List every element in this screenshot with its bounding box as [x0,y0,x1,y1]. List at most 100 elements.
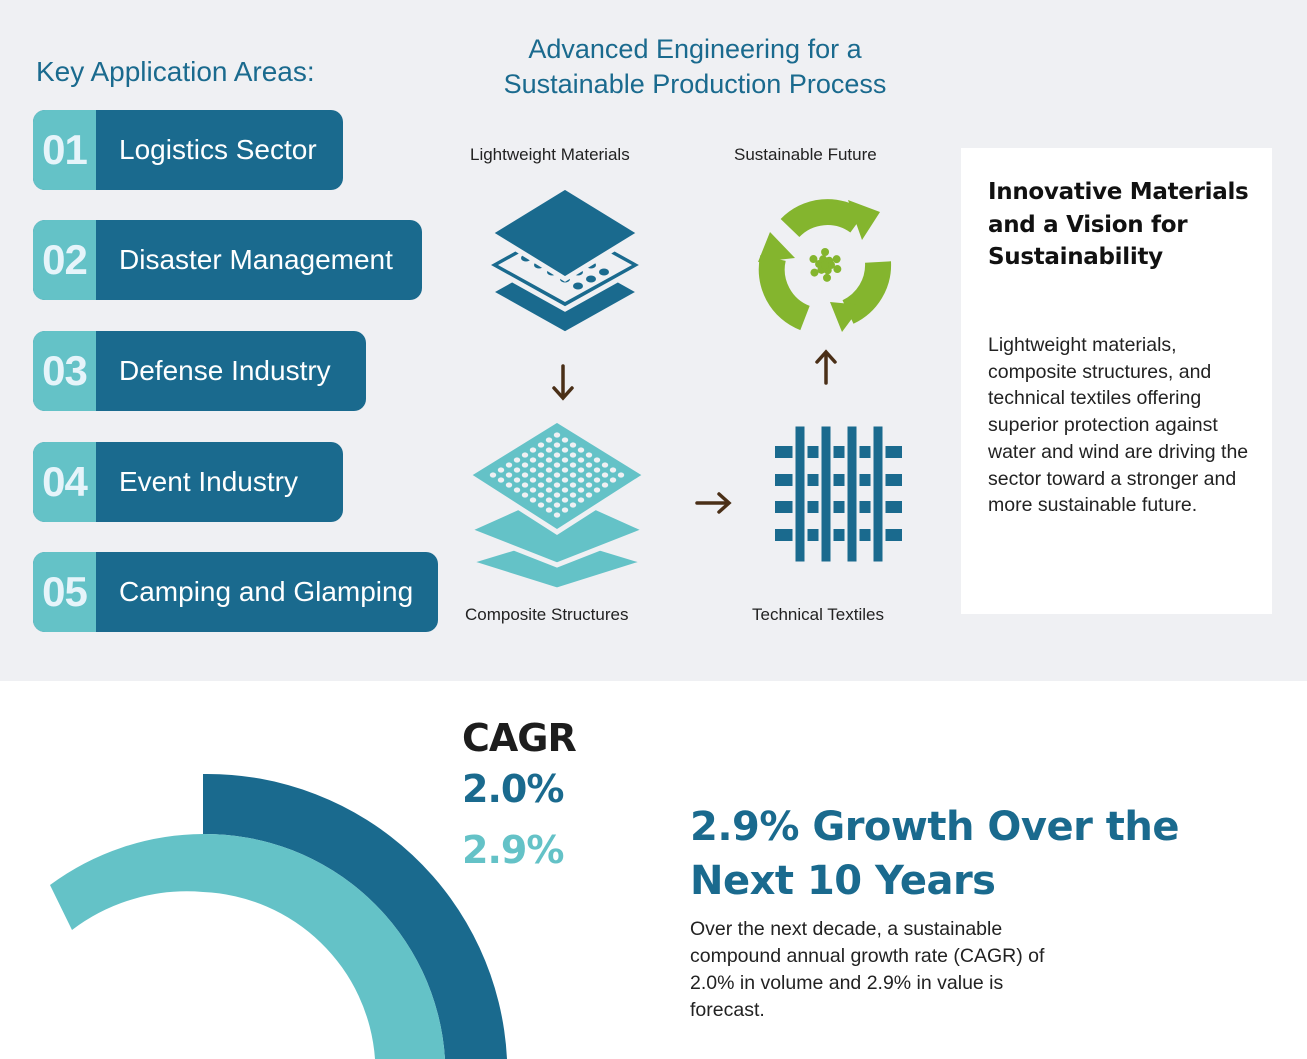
composite-dot [513,467,521,473]
composite-dot [529,467,537,473]
area-item-event: 04 Event Industry [33,442,343,522]
composite-dot [545,477,553,483]
arrow-up-icon [815,349,837,385]
composite-dot [521,492,529,498]
area-label: Event Industry [119,466,298,497]
caption-composite: Composite Structures [465,605,629,624]
composite-dot [553,442,561,448]
warp-thread [818,423,834,565]
composite-dot [513,477,521,483]
composite-dot [521,462,529,468]
caption-lightweight: Lightweight Materials [470,145,630,164]
recycle-dot [810,268,819,277]
area-number: 03 [33,331,96,411]
recycle-dot [809,255,818,264]
composite-dot [593,467,601,473]
composite-dot [569,462,577,468]
area-label: Camping and Glamping [119,576,414,607]
composite-dot [513,457,521,463]
composite-dot [609,477,617,483]
composite-dot [497,477,505,483]
area-label: Defense Industry [119,355,331,386]
area-label: Logistics Sector [119,134,317,165]
layered-materials-icon [480,184,650,337]
area-label: Disaster Management [119,244,393,275]
composite-dot [553,512,561,518]
composite-dot [561,467,569,473]
area-item-disaster: 02 Disaster Management [33,220,422,300]
composite-dot [529,477,537,483]
composite-dot [497,467,505,473]
composite-dot [545,467,553,473]
composite-dot [521,472,529,478]
area-item-camping: 05 Camping and Glamping [33,552,438,632]
warp-thread [870,423,886,565]
composite-dot [593,477,601,483]
process-title: Advanced Engineering for a Sustainable P… [503,34,887,99]
composite-dot [553,462,561,468]
area-item-defense: 03 Defense Industry [33,331,366,411]
composite-dot [521,452,529,458]
volume-arc [203,773,507,1059]
composite-dot [537,472,545,478]
card-body: Lightweight materials, composite structu… [988,334,1249,517]
recycle-dot [832,255,841,264]
composite-dot [561,447,569,453]
cagr-arc-chart [50,773,507,1059]
composite-dot [553,432,561,438]
composite-dot [577,447,585,453]
composite-dot [545,487,553,493]
composite-dot [601,462,609,468]
composite-dot [593,487,601,493]
composite-dot [537,502,545,508]
composite-dot [561,437,569,443]
composite-dot [537,462,545,468]
cagr-value-value: 2.9% [462,828,564,872]
card-title: Innovative Materials and a Vision for Su… [988,179,1249,270]
composite-dot [553,472,561,478]
composite-structures-icon [459,417,655,593]
material-dot [586,275,596,283]
area-item-logistics: 01 Logistics Sector [33,110,343,190]
cagr-label: CAGR [462,716,577,760]
caption-textiles: Technical Textiles [752,605,884,624]
process-diagram [459,184,902,593]
composite-dot [577,497,585,503]
recycle-dot [822,273,831,282]
warp-thread [844,423,860,565]
composite-dot [577,457,585,463]
area-number: 04 [33,442,96,522]
composite-dot [545,507,553,513]
technical-textiles-icon [775,423,902,565]
composite-dot [617,472,625,478]
warp-thread [792,423,808,565]
composite-dot [569,442,577,448]
composite-dot [537,492,545,498]
composite-dot [585,472,593,478]
recycle-icon [758,199,892,332]
growth-heading: 2.9% Growth Over the Next 10 Years [690,804,1179,904]
composite-dot [505,482,513,488]
composite-dot [561,487,569,493]
composite-dot [585,482,593,488]
cagr-volume-value: 2.0% [462,767,564,811]
composite-dot [489,472,497,478]
composite-dot [569,452,577,458]
composite-dot [561,457,569,463]
composite-dot [577,487,585,493]
composite-dot [561,477,569,483]
composite-dot [545,447,553,453]
composite-dot [609,467,617,473]
composite-dot [601,472,609,478]
value-arc [50,833,445,1059]
arrow-down-icon [552,364,574,401]
composite-dot [529,447,537,453]
composite-dot [553,492,561,498]
composite-dot [545,437,553,443]
caption-future: Sustainable Future [734,145,877,164]
recycle-dot [821,261,829,269]
sustainability-card: Innovative Materials and a Vision for Su… [961,148,1272,614]
composite-dot [577,467,585,473]
area-number: 01 [33,110,96,190]
composite-dot [601,482,609,488]
